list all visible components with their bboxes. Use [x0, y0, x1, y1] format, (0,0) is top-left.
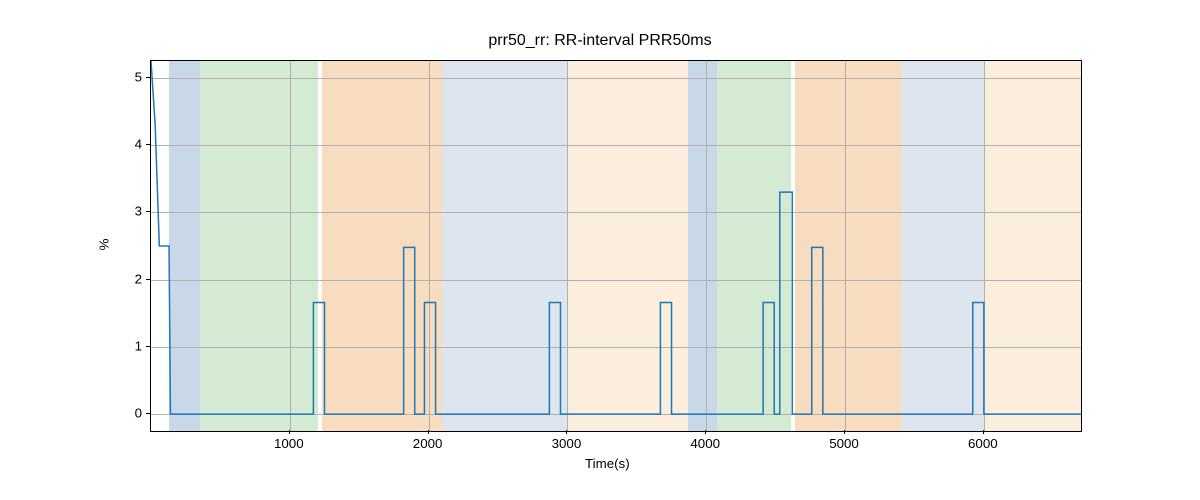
x-axis-label: Time(s) [585, 456, 630, 471]
x-tick-mark [844, 430, 845, 434]
x-tick-label: 5000 [829, 436, 859, 451]
y-tick-label: 2 [122, 271, 142, 286]
y-tick-mark [146, 211, 150, 212]
x-tick-mark [428, 430, 429, 434]
x-tick-label: 2000 [413, 436, 443, 451]
x-tick-label: 6000 [968, 436, 998, 451]
x-tick-label: 1000 [274, 436, 304, 451]
x-tick-label: 4000 [690, 436, 720, 451]
y-tick-mark [146, 346, 150, 347]
chart-title: prr50_rr: RR-interval PRR50ms [0, 32, 1200, 50]
y-tick-label: 0 [122, 406, 142, 421]
y-tick-label: 1 [122, 338, 142, 353]
y-tick-mark [146, 279, 150, 280]
x-tick-mark [983, 430, 984, 434]
data-line [151, 61, 1081, 414]
y-tick-label: 3 [122, 204, 142, 219]
y-tick-mark [146, 144, 150, 145]
y-tick-mark [146, 77, 150, 78]
y-tick-label: 4 [122, 137, 142, 152]
y-axis-label: % [96, 239, 111, 251]
y-tick-label: 5 [122, 69, 142, 84]
y-tick-mark [146, 413, 150, 414]
figure: prr50_rr: RR-interval PRR50ms 1000200030… [0, 0, 1200, 500]
x-tick-label: 3000 [552, 436, 582, 451]
line-series [151, 61, 1081, 431]
x-tick-mark [289, 430, 290, 434]
x-tick-mark [705, 430, 706, 434]
plot-area [150, 60, 1082, 432]
x-tick-mark [566, 430, 567, 434]
